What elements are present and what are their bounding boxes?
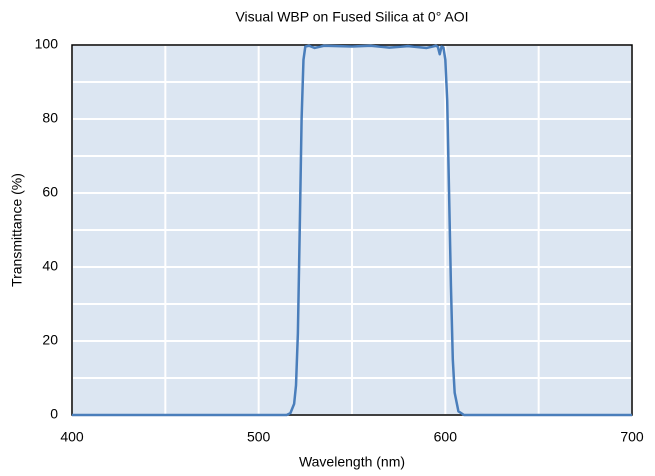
y-tick-label: 80 — [42, 110, 58, 126]
y-tick-label: 100 — [35, 36, 59, 52]
plot-border — [71, 44, 633, 416]
y-tick-label: 40 — [42, 258, 58, 274]
y-tick-label: 60 — [42, 184, 58, 200]
x-tick-label: 400 — [60, 429, 84, 445]
x-axis-label: Wavelength (nm) — [299, 454, 405, 470]
x-tick-label: 600 — [434, 429, 458, 445]
x-tick-label: 700 — [620, 429, 644, 445]
y-axis-label: Transmittance (%) — [9, 173, 25, 287]
x-tick-label: 500 — [247, 429, 271, 445]
chart-title: Visual WBP on Fused Silica at 0° AOI — [235, 9, 468, 25]
y-tick-label: 20 — [42, 332, 58, 348]
y-tick-label: 0 — [50, 406, 58, 422]
data-line — [72, 44, 632, 417]
